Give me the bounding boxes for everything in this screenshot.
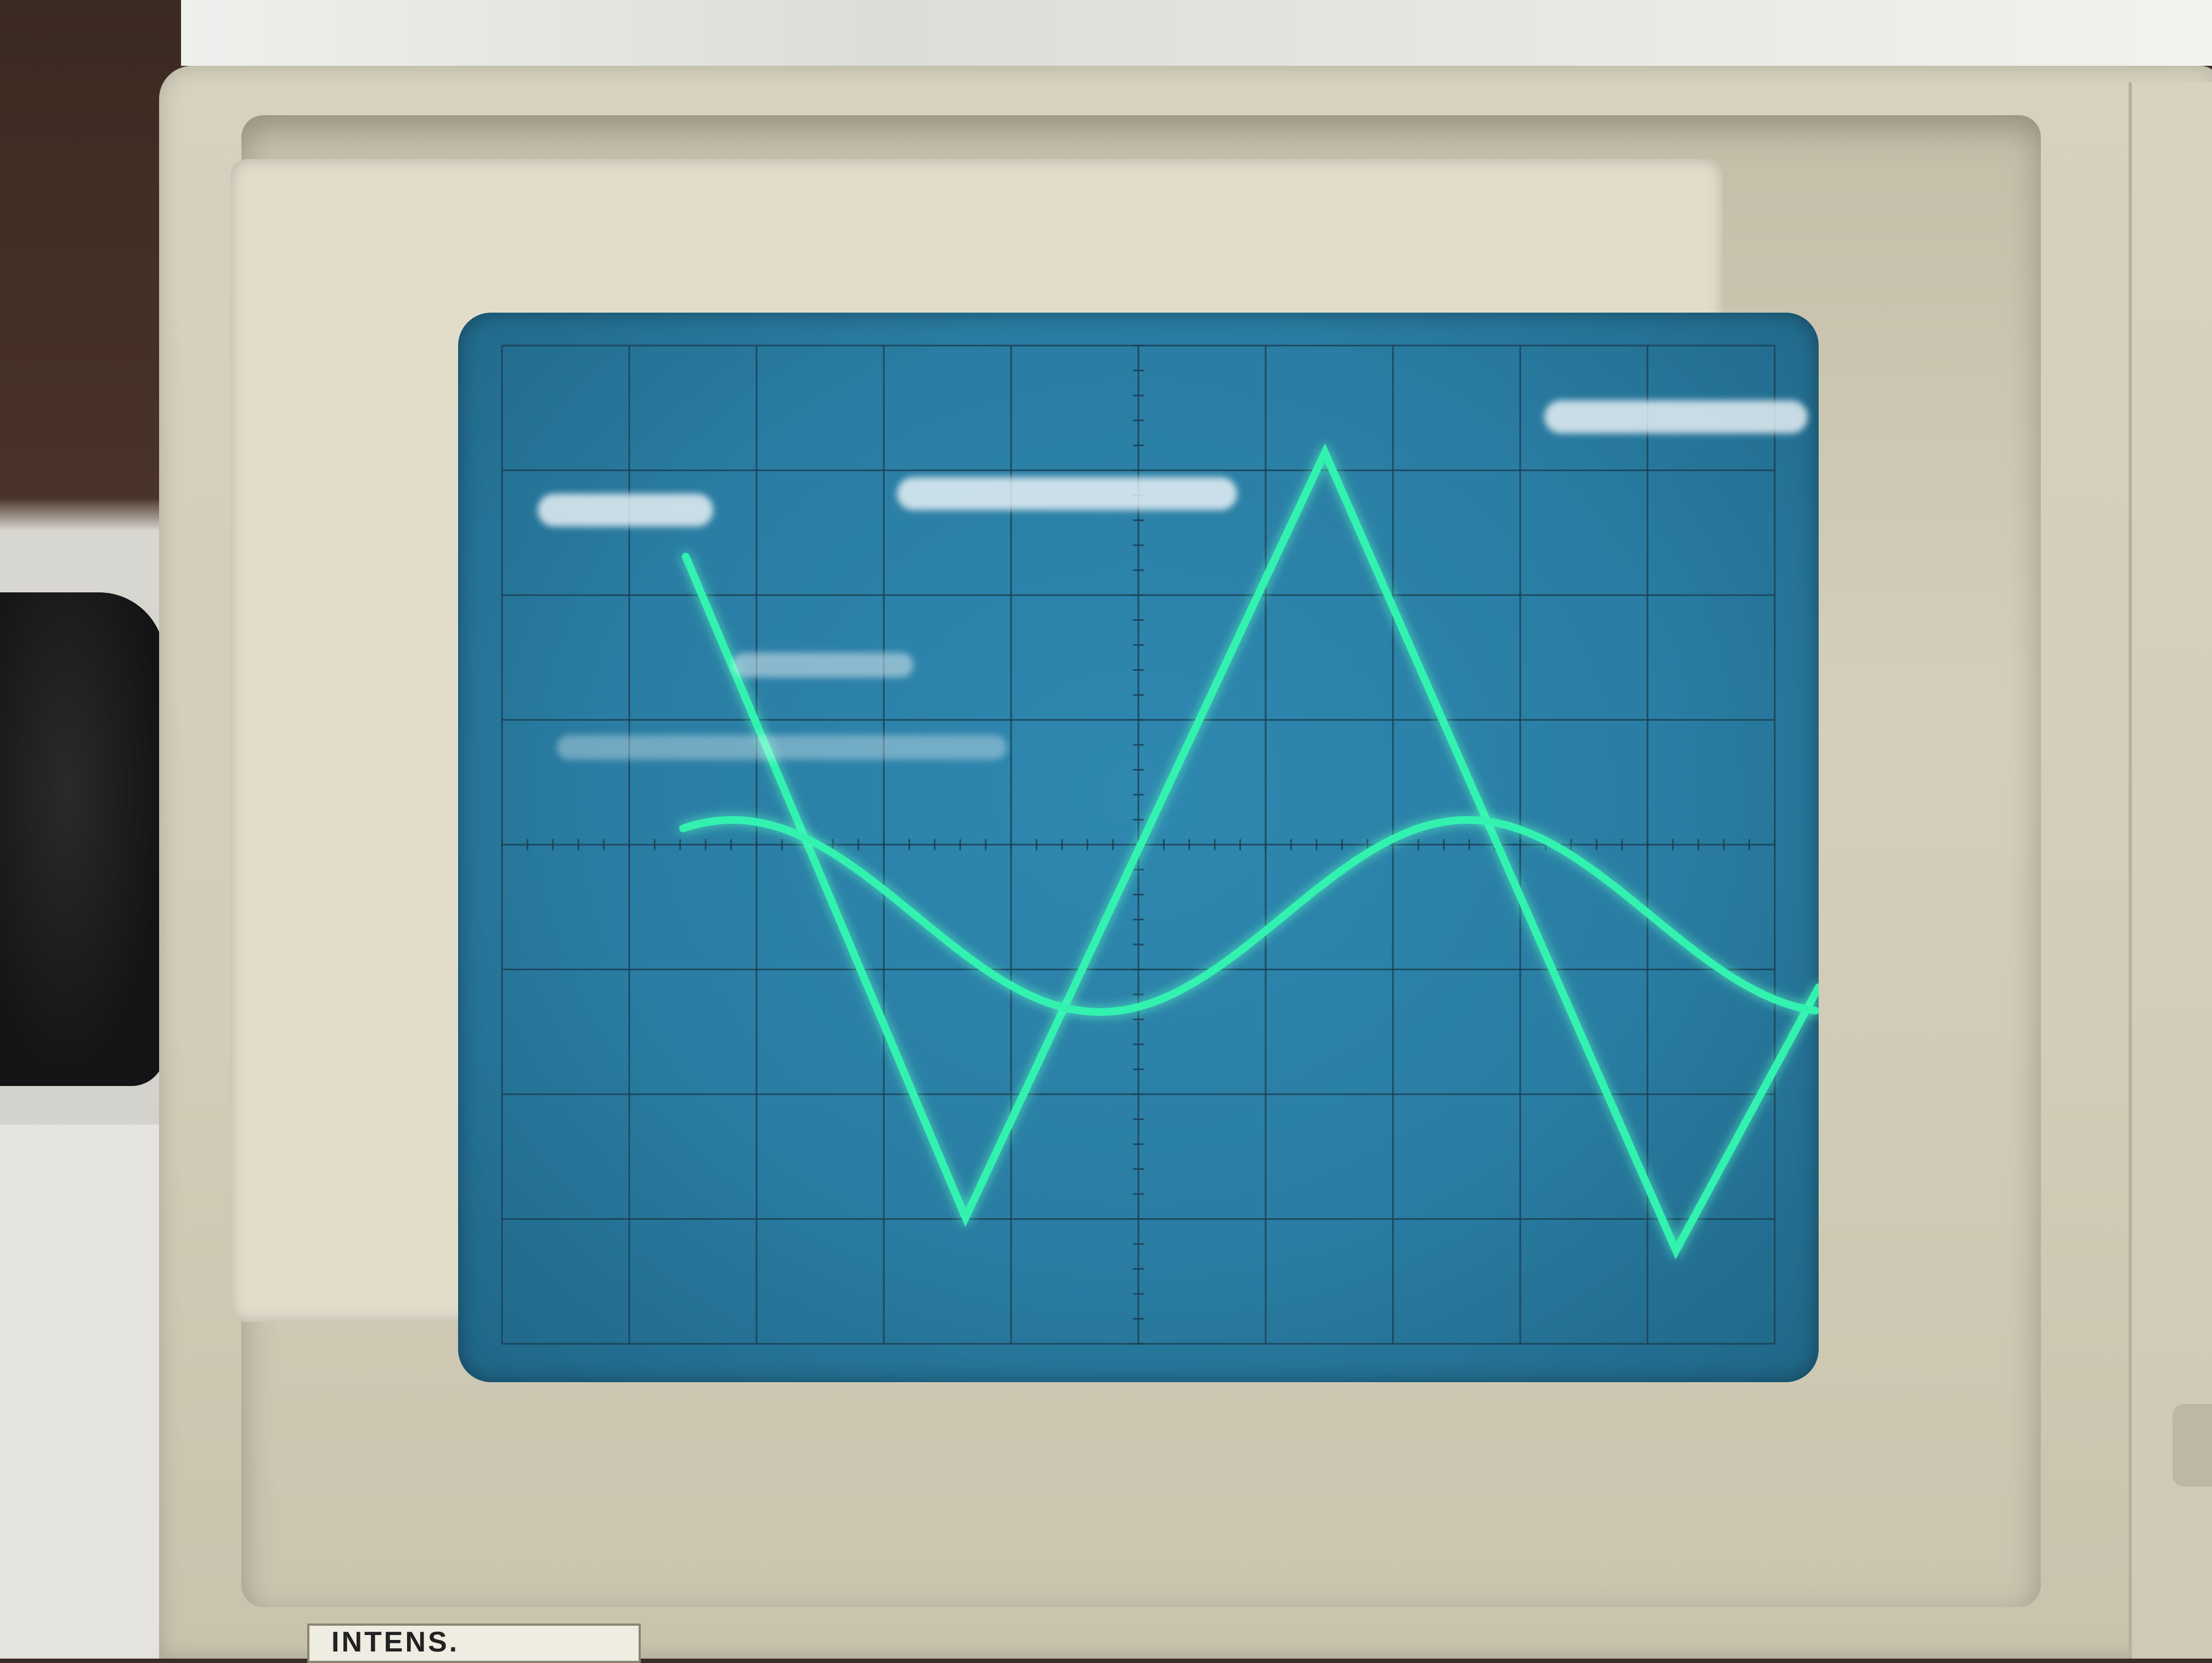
light-reflection [1544,400,1808,433]
light-reflection [897,477,1237,510]
graticule [501,344,1776,1345]
light-reflection [557,735,1007,760]
light-reflection [732,653,913,677]
trace-layer [679,443,1819,1259]
oscilloscope-display [501,344,1819,1345]
light-reflection [538,494,713,527]
background-table [0,1124,181,1659]
oscilloscope-screen [458,313,1819,1382]
control-panel-edge [2129,82,2212,1659]
intensity-label-plate: INTENS. [307,1624,641,1663]
sine-wave-trace [679,816,1819,1016]
control-knob[interactable] [2172,1404,2212,1486]
background-window [0,0,2212,66]
triangle-wave-trace [682,443,1819,1259]
intensity-label: INTENS. [331,1626,460,1658]
background-bag [0,592,165,1086]
